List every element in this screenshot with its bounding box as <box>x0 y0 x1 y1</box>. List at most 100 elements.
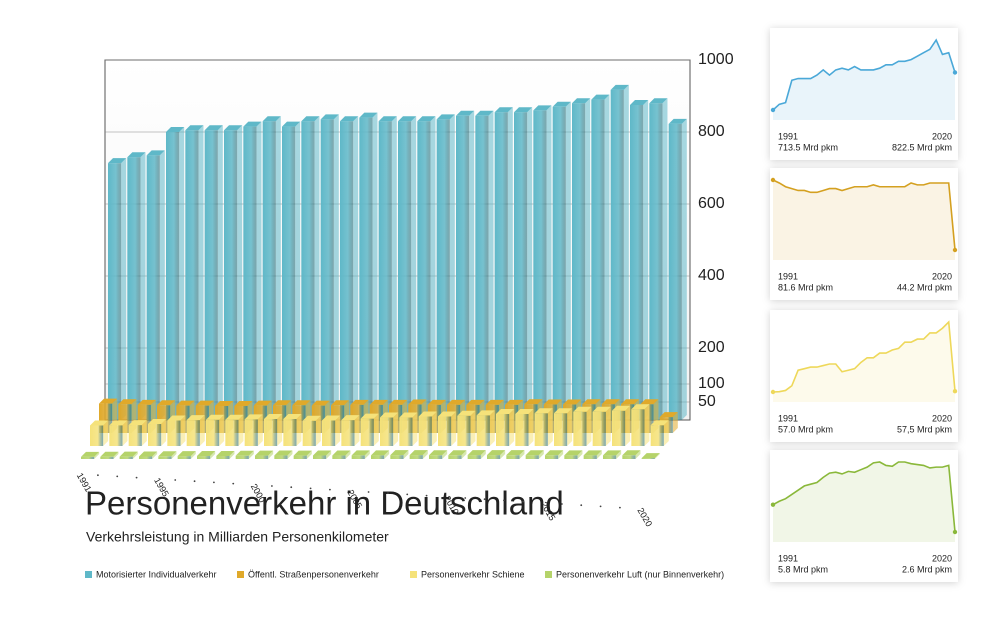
bar <box>274 455 288 459</box>
bar-top <box>545 450 564 456</box>
bar-top <box>487 450 506 456</box>
bar <box>398 121 412 420</box>
legend-swatch <box>237 571 244 578</box>
bar-top <box>359 112 378 118</box>
sparkline-end <box>770 177 776 183</box>
bar-top <box>514 107 533 113</box>
bar-top <box>506 450 525 456</box>
bar-side <box>527 107 533 420</box>
bar <box>591 99 605 420</box>
bar-top <box>313 450 332 456</box>
bar-side <box>391 116 397 420</box>
bar-side <box>507 107 513 420</box>
bar-side <box>635 450 641 459</box>
legend-swatch <box>85 571 92 578</box>
bar <box>139 456 153 459</box>
bar <box>533 110 547 421</box>
bar-top <box>176 400 195 406</box>
bar-top <box>554 408 573 414</box>
bar <box>649 103 663 420</box>
x-tick-dot <box>232 482 235 485</box>
bar-side <box>315 415 321 446</box>
bar-top <box>621 399 640 405</box>
bar <box>610 89 624 420</box>
bar <box>322 420 336 446</box>
bar-top <box>622 450 641 456</box>
bar-top <box>282 121 301 127</box>
legend-swatch <box>545 571 552 578</box>
bar-top <box>476 410 495 416</box>
bar-side <box>488 110 494 421</box>
x-tick-dot <box>271 485 273 487</box>
bar <box>293 455 307 459</box>
x-tick-dot <box>213 481 215 484</box>
bar-top <box>234 401 253 406</box>
bar-side <box>596 450 602 459</box>
bar-side <box>180 415 186 446</box>
bar <box>225 419 239 446</box>
x-tick-dot <box>406 493 409 496</box>
bar <box>282 126 296 420</box>
bar <box>301 121 315 420</box>
panel-start-year: 1991 <box>778 413 798 423</box>
x-tick-label: 2020 <box>635 506 654 528</box>
x-tick-dot <box>599 505 602 508</box>
bar <box>668 123 682 421</box>
bar-top <box>195 400 214 406</box>
bar-top <box>563 399 582 405</box>
bar-top <box>438 411 457 417</box>
bar-top <box>197 451 216 457</box>
bar-side <box>287 450 293 459</box>
bar-side <box>179 127 185 420</box>
x-tick-dot <box>116 475 119 478</box>
bar <box>341 420 355 446</box>
bar-side <box>364 450 370 459</box>
bar-top <box>630 100 649 105</box>
panel-end-value: 57,5 Mrd pkm <box>897 424 952 434</box>
x-tick-dot <box>619 506 621 509</box>
bar-top <box>301 116 320 122</box>
bar-side <box>171 451 177 459</box>
bar <box>119 456 133 459</box>
bar <box>90 425 104 446</box>
bar <box>380 417 394 446</box>
y-tick-label: 50 <box>698 393 716 410</box>
bar-top <box>99 398 118 404</box>
chart-title: Personenverkehr in Deutschland <box>85 485 564 522</box>
bar-top <box>552 101 571 107</box>
bar-side <box>451 411 457 446</box>
y-tick-label: 400 <box>698 267 725 284</box>
bar <box>457 415 471 446</box>
bar-top <box>167 415 186 421</box>
bar <box>185 130 199 420</box>
bar-side <box>538 450 544 459</box>
bar-side <box>122 420 128 446</box>
bar-top <box>341 415 360 421</box>
bar <box>494 112 508 420</box>
sparkline-area <box>773 40 955 120</box>
bar <box>360 418 374 446</box>
bar-side <box>277 414 283 446</box>
bar-top <box>564 450 583 456</box>
bar-side <box>547 408 553 446</box>
bar <box>148 424 162 446</box>
bar-side <box>605 406 611 446</box>
bar <box>650 425 664 446</box>
bar-side <box>577 450 583 459</box>
bar-top <box>418 411 437 417</box>
bar <box>603 455 617 459</box>
bar-top <box>302 415 321 421</box>
sparkline <box>772 461 956 533</box>
bar-top <box>378 116 397 122</box>
bar-side <box>152 451 158 459</box>
bar <box>378 121 392 420</box>
bar-top <box>215 401 234 406</box>
panel-end-year: 2020 <box>932 553 952 563</box>
bar <box>158 456 172 459</box>
legend-swatch <box>410 571 417 578</box>
panel-end-year: 2020 <box>932 131 952 141</box>
panel-start-value: 57.0 Mrd pkm <box>778 424 833 434</box>
bar <box>631 409 645 446</box>
bar-top <box>128 420 147 426</box>
bar-side <box>296 414 302 446</box>
